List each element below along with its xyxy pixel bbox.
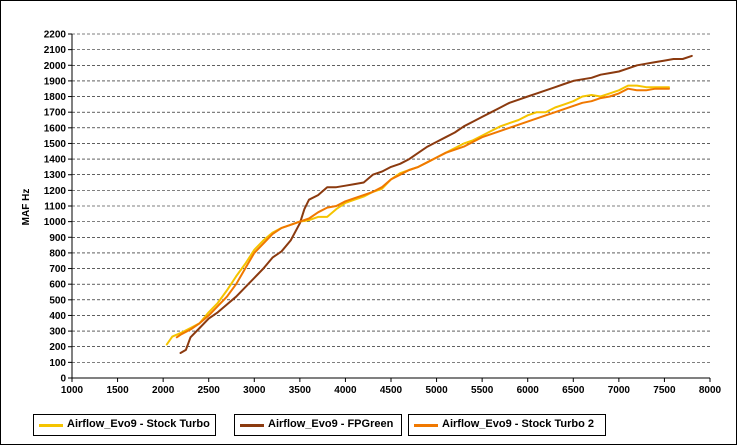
y-tick-label: 800	[49, 248, 66, 259]
y-tick-label: 2000	[44, 61, 67, 72]
y-tick-label: 700	[49, 264, 66, 275]
legend-label-stock-turbo: Airflow_Evo9 - Stock Turbo	[67, 418, 210, 430]
y-tick-label: 900	[49, 233, 66, 244]
y-tick-label: 500	[49, 295, 66, 306]
y-tick-label: 1600	[44, 123, 67, 134]
line-chart: 0 100 200 300 400 500 600 700 800 900 1000 1100 1200…	[21, 30, 722, 397]
y-tick-label: 1500	[44, 139, 67, 150]
legend-swatch-stock-turbo-2	[414, 424, 438, 427]
legend-label-fpgreen: Airflow_Evo9 - FPGreen	[268, 418, 394, 430]
y-tick-label: 1400	[44, 155, 67, 166]
x-tick-label: 1000	[61, 385, 84, 396]
series-line-stock-turbo	[165, 84, 670, 346]
x-tick-label: 4500	[380, 385, 403, 396]
y-tick-label: 1900	[44, 76, 67, 87]
series-lines	[165, 54, 693, 354]
gridlines	[72, 33, 710, 363]
axes: 0 100 200 300 400 500 600 700 800 900 1000 1100 1200…	[44, 30, 722, 397]
x-tick-label: 6000	[517, 385, 540, 396]
legend-swatch-fpgreen	[240, 424, 264, 427]
y-tick-label: 0	[60, 374, 66, 385]
x-tick-label: 1500	[106, 385, 129, 396]
x-tick-label: 3500	[289, 385, 312, 396]
y-tick-label: 1000	[44, 217, 67, 228]
y-tick-label: 1800	[44, 92, 67, 103]
x-tick-label: 3000	[243, 385, 266, 396]
x-tick-label: 8000	[699, 385, 722, 396]
y-tick-label: 200	[49, 342, 66, 353]
x-tick-label: 2500	[198, 385, 221, 396]
y-tick-label: 300	[49, 327, 66, 338]
series-line-fpgreen	[179, 54, 693, 354]
x-tick-label: 5500	[471, 385, 494, 396]
y-tick-label: 100	[49, 358, 66, 369]
legend-swatch-stock-turbo	[39, 424, 63, 427]
y-tick-label: 1100	[44, 202, 66, 213]
x-tick-label: 2000	[152, 385, 175, 396]
series-line-stock-turbo-2	[175, 87, 670, 339]
y-tick-label: 2100	[44, 45, 67, 56]
x-tick-label: 4000	[334, 385, 357, 396]
y-tick-label: 600	[49, 280, 66, 291]
x-tick-label: 7000	[608, 385, 631, 396]
x-tick-label: 7500	[653, 385, 676, 396]
y-tick-label: 400	[49, 311, 66, 322]
y-axis-label: MAF Hz	[21, 189, 32, 226]
legend-label-stock-turbo-2: Airflow_Evo9 - Stock Turbo 2	[442, 418, 594, 430]
y-tick-label: 2200	[44, 30, 67, 41]
y-tick-label: 1300	[44, 170, 67, 181]
legend-item-fpgreen: Airflow_Evo9 - FPGreen	[234, 414, 402, 436]
x-tick-label: 6500	[562, 385, 585, 396]
x-tick-label: 5000	[425, 385, 448, 396]
y-tick-label: 1700	[44, 108, 67, 119]
legend-item-stock-turbo-2: Airflow_Evo9 - Stock Turbo 2	[408, 414, 606, 436]
y-tick-label: 1200	[44, 186, 67, 197]
legend-item-stock-turbo: Airflow_Evo9 - Stock Turbo	[33, 414, 216, 436]
